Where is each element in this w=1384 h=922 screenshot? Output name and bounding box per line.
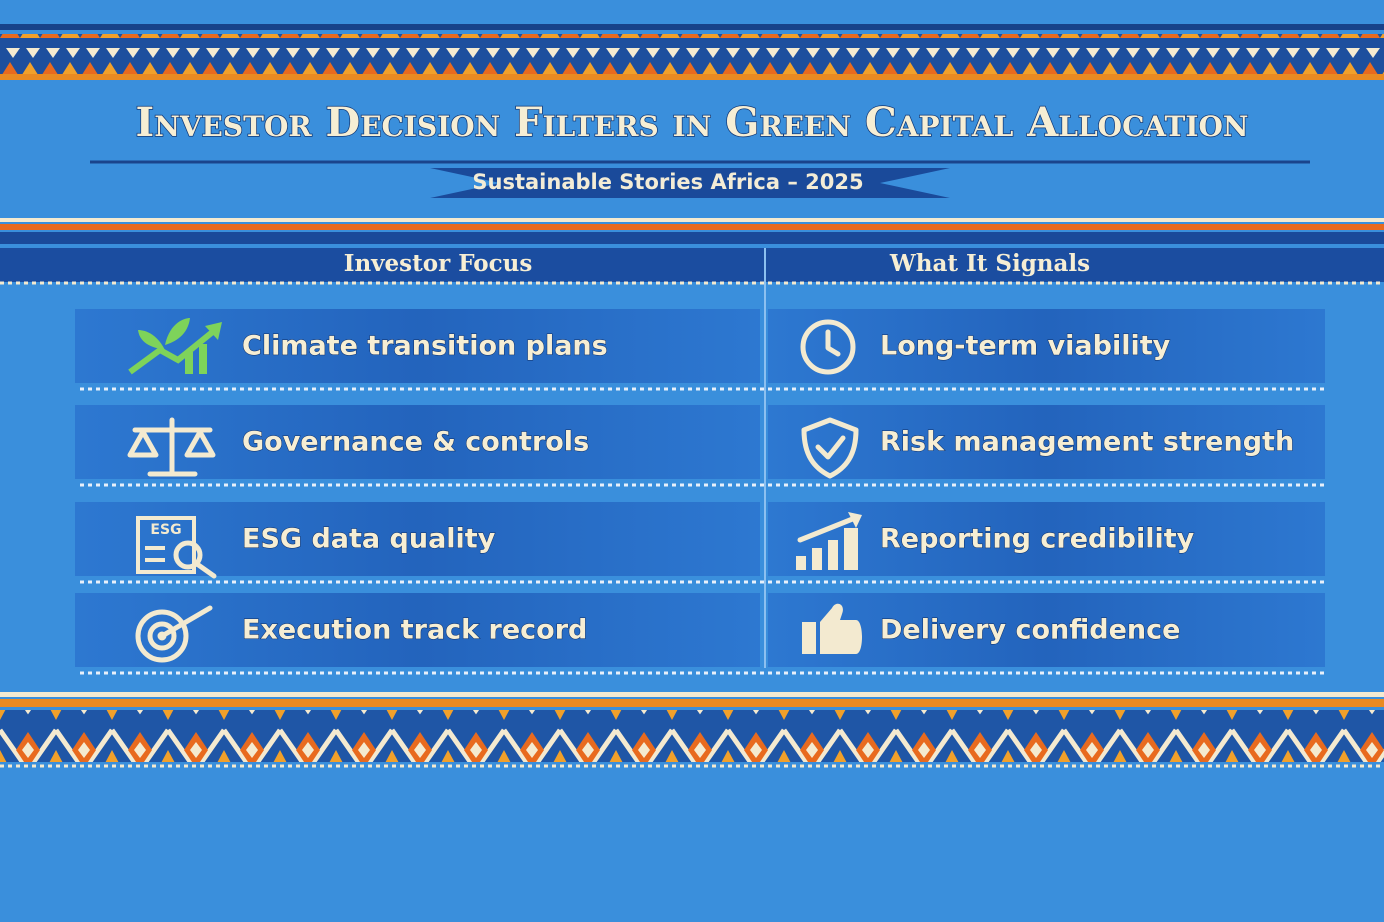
icon-clock — [800, 319, 856, 375]
icon-target — [135, 605, 213, 663]
icon-scales — [127, 417, 216, 477]
icon-esg: ESG — [136, 516, 217, 579]
band-line — [0, 224, 1384, 230]
band-line — [0, 692, 1384, 697]
band-line — [0, 74, 1384, 80]
table-cell: Governance & controls — [242, 427, 589, 458]
table-cell: Climate transition plans — [242, 331, 608, 362]
svg-text:ESG: ESG — [150, 522, 181, 538]
title: Investor Decision Filters in Green Capit… — [136, 99, 1249, 146]
table-cell: Long-term viability — [880, 331, 1171, 362]
table-cell: Reporting credibility — [880, 524, 1195, 555]
icon-shield — [801, 417, 859, 479]
header-band — [0, 248, 1384, 282]
subtitle-banner — [430, 168, 950, 198]
band-line — [0, 699, 1384, 707]
table-cell: ESG data quality — [242, 524, 496, 555]
column-header: What It Signals — [889, 250, 1090, 277]
column-header: Investor Focus — [344, 250, 533, 277]
band-line — [0, 232, 1384, 244]
table-cell: Execution track record — [242, 615, 587, 646]
row-panel — [768, 309, 1325, 383]
row-panel — [768, 405, 1325, 479]
bottom-pattern — [0, 710, 1384, 762]
row-panel — [75, 593, 760, 667]
icon-growth — [796, 512, 862, 570]
band-line — [0, 24, 1384, 30]
icon-thumb — [802, 603, 862, 654]
subtitle: Sustainable Stories Africa – 2025 — [472, 170, 863, 194]
row-panel — [75, 405, 760, 479]
table-cell: Risk management strength — [880, 427, 1294, 458]
table-cell: Delivery confidence — [880, 615, 1180, 646]
band-line — [0, 218, 1384, 222]
row-panel — [768, 502, 1325, 576]
top-pattern — [0, 34, 1384, 74]
icon-plant — [128, 318, 222, 375]
row-panel — [75, 502, 760, 576]
